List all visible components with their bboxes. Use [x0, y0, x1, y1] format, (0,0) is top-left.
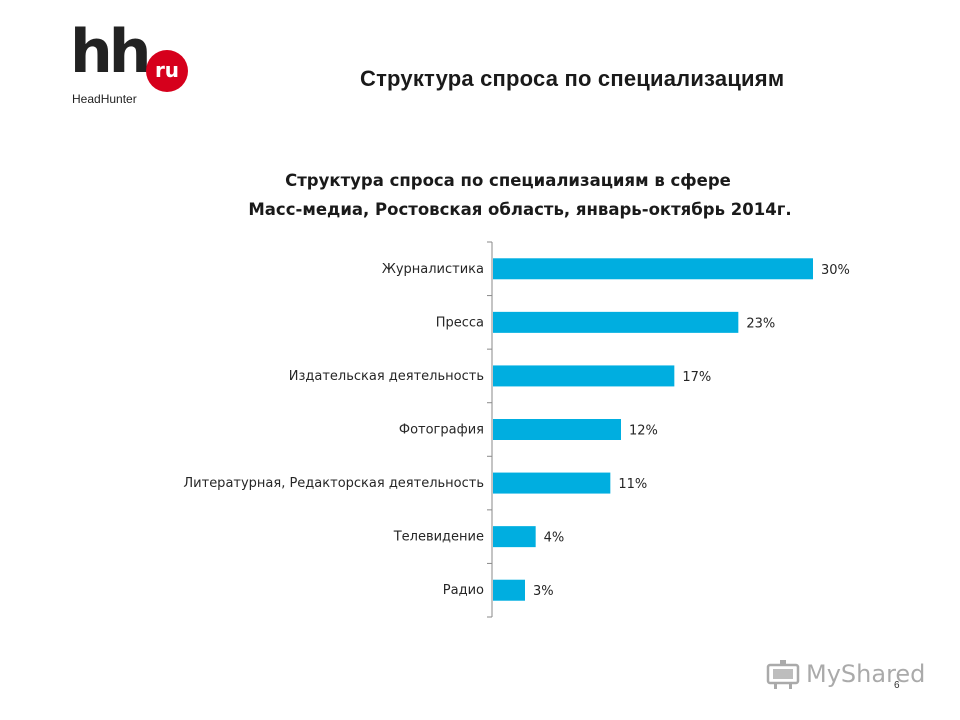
category-label: Литературная, Редакторская деятельность: [183, 476, 484, 491]
bar: [493, 579, 525, 601]
data-label: 3%: [533, 584, 554, 599]
data-label: 30%: [821, 263, 850, 278]
category-label: Телевидение: [393, 530, 484, 545]
page-title: Структура спроса по специализациям: [360, 66, 785, 91]
bar: [493, 526, 536, 548]
category-label: Фотография: [399, 423, 484, 438]
data-label: 12%: [629, 424, 658, 439]
data-label: 11%: [618, 477, 647, 492]
category-label: Пресса: [436, 315, 484, 330]
bar: [493, 311, 739, 333]
bar: [493, 258, 813, 280]
data-label: 4%: [544, 531, 565, 546]
bar: [493, 365, 675, 387]
watermark-text: MyShared: [806, 660, 926, 688]
category-label: Издательская деятельность: [289, 369, 484, 384]
category-label: Журналистика: [382, 262, 484, 277]
bar: [493, 472, 611, 494]
category-label: Радио: [443, 583, 484, 598]
watermark: MyShared: [766, 656, 925, 692]
projector-icon: [766, 660, 800, 689]
logo-badge: ru: [146, 50, 188, 92]
data-label: 23%: [746, 316, 775, 331]
chart-title-line2: Масс-медиа, Ростовская область, январь-о…: [248, 200, 792, 219]
data-label: 17%: [682, 370, 711, 385]
headhunter-logo: hh ru HeadHunter: [70, 22, 200, 106]
logo-mark: hh: [70, 17, 151, 87]
page-number: 6: [894, 680, 900, 691]
chart-title-line1: Структура спроса по специализациям в сфе…: [285, 171, 731, 190]
logo-name: HeadHunter: [72, 92, 137, 106]
bar: [493, 419, 621, 440]
